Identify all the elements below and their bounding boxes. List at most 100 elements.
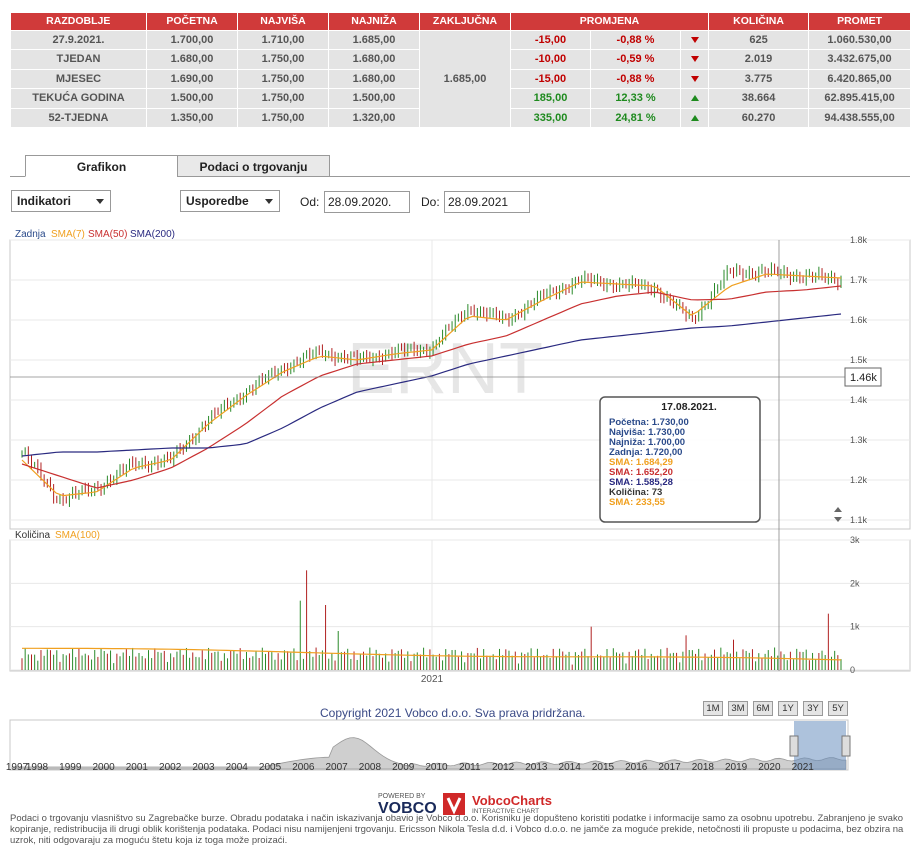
navigator-selection[interactable] (794, 721, 846, 770)
change-cell: 335,00 (510, 107, 591, 128)
tab-grafikon[interactable]: Grafikon (25, 155, 178, 177)
legend-last: Zadnja (15, 229, 46, 240)
high-cell: 1.750,00 (237, 88, 329, 109)
navigator-year-label: 2000 (92, 762, 115, 773)
y-axis: 1.1k 1.2k 1.3k 1.4k 1.5k 1.6k 1.7k 1.8k 2021 0 1k 2… (421, 235, 868, 685)
turnover-cell: 62.895.415,00 (808, 88, 912, 109)
watermark: ERNT (347, 329, 543, 409)
col-header: PROMET (808, 13, 912, 30)
quantity-cell: 38.664 (708, 88, 810, 109)
navigator-area (11, 737, 847, 770)
navigator-year-label: 2007 (326, 762, 349, 773)
open-cell: 1.700,00 (146, 29, 238, 50)
y-tick-label: 1.2k (850, 475, 868, 485)
trend-arrow-cell (679, 68, 710, 89)
open-cell: 1.350,00 (146, 107, 238, 128)
period-cell: 52-TJEDNA (10, 107, 147, 128)
volume-grid (10, 539, 910, 671)
navigator-year-label: 2011 (459, 762, 481, 773)
sma-line (21, 313, 842, 457)
trend-arrow-cell (679, 107, 710, 128)
x-tick-label: 2021 (421, 674, 444, 685)
stats-row: TJEDAN 1.680,00 1.750,00 1.680,00 -10,00 -0,5… (10, 49, 912, 70)
trend-arrow-cell (679, 88, 710, 109)
range-button-1m[interactable]: 1M (703, 701, 723, 716)
scroll-up-icon[interactable] (834, 507, 842, 512)
change-pct-cell: -0,88 % (590, 29, 681, 50)
cursor-price-text: 1.46k (850, 372, 877, 384)
change-cell: -15,00 (510, 29, 591, 50)
sma100-line (22, 647, 842, 661)
to-label: Do: (421, 195, 440, 209)
closing-cell: 1.685,00 (419, 29, 511, 128)
vobco-logo: VOBCO (378, 800, 437, 817)
change-pct-cell: -0,59 % (590, 49, 681, 70)
to-date-input[interactable]: 28.09.2021 (444, 191, 530, 213)
navigator-handle-left[interactable] (789, 735, 799, 757)
navigator-year-label: 2005 (259, 762, 282, 773)
navigator-year-label: 2004 (226, 762, 249, 773)
navigator-year-label: 1998 (26, 762, 49, 773)
y-tick-label: 0 (850, 665, 855, 675)
price-grid (10, 239, 910, 521)
vobco-charts-logo: VobcoCharts INTERACTIVE CHART (472, 793, 552, 815)
tooltip-line: SMA: 233,55 (609, 497, 666, 508)
tooltip-line: Najniža: 1.700,00 (609, 437, 685, 448)
tooltip-line: Zadnja: 1.720,00 (609, 447, 682, 458)
arrow-up-icon (690, 114, 699, 121)
arrow-down-icon (690, 75, 699, 82)
legend-sma100: SMA(100) (55, 530, 100, 541)
range-button-3y[interactable]: 3Y (803, 701, 823, 716)
navigator-handle-right[interactable] (841, 735, 851, 757)
range-button-3m[interactable]: 3M (728, 701, 748, 716)
volume-bars (21, 570, 842, 670)
tooltip-line: SMA: 1.684,29 (609, 457, 673, 468)
y-tick-label: 1.7k (850, 275, 868, 285)
y-tick-label: 1.6k (850, 315, 868, 325)
vobco-logo-icon (443, 793, 465, 815)
vobco-charts-sub: INTERACTIVE CHART (472, 808, 540, 815)
navigator-year-label: 2001 (126, 762, 149, 773)
compare-dropdown[interactable]: Usporedbe (180, 190, 280, 212)
col-header: PROMJENA (510, 13, 710, 30)
y-tick-label: 1.5k (850, 355, 868, 365)
low-cell: 1.680,00 (328, 68, 420, 89)
legend-volume: Količina (15, 530, 50, 541)
tab-trading-data[interactable]: Podaci o trgovanju (177, 155, 330, 177)
indicators-dropdown[interactable]: Indikatori (11, 190, 111, 212)
col-header: NAJVIŠA (237, 13, 329, 30)
turnover-cell: 1.060.530,00 (808, 29, 912, 50)
legend-sma7: SMA(7) (51, 229, 85, 240)
indicators-label: Indikatori (17, 194, 72, 208)
arrow-down-icon (690, 56, 699, 63)
from-date-input[interactable]: 28.09.2020. (324, 191, 410, 213)
arrow-up-icon (690, 95, 699, 102)
tooltip-line: SMA: 1.652,20 (609, 467, 673, 478)
quantity-cell: 625 (708, 29, 810, 50)
scroll-down-icon[interactable] (834, 517, 842, 522)
quantity-cell: 60.270 (708, 107, 810, 128)
navigator-year-label: 2002 (159, 762, 182, 773)
range-button-1y[interactable]: 1Y (778, 701, 798, 716)
range-button-6m[interactable]: 6M (753, 701, 773, 716)
high-cell: 1.750,00 (237, 107, 329, 128)
navigator-year-label: 2012 (492, 762, 515, 773)
y-tick-label: 1k (850, 622, 860, 632)
tooltip-line: Početna: 1.730,00 (609, 417, 689, 428)
tooltip-date: 17.08.2021. (661, 401, 717, 413)
period-cell: TJEDAN (10, 49, 147, 70)
powered-by: POWERED BY VOBCO (378, 793, 437, 818)
low-cell: 1.320,00 (328, 107, 420, 128)
range-button-5y[interactable]: 5Y (828, 701, 848, 716)
y-tick-label: 1.4k (850, 395, 868, 405)
stats-header-row: RAZDOBLJE POČETNA NAJVIŠA NAJNIŽA ZAKLJU… (10, 13, 912, 30)
chevron-down-icon (96, 199, 104, 204)
navigator-year-label: 2006 (292, 762, 315, 773)
navigator-year-label: 2020 (758, 762, 781, 773)
y-tick-label: 2k (850, 578, 860, 588)
powered-label: POWERED BY (378, 793, 426, 800)
change-pct-cell: 24,81 % (590, 107, 681, 128)
